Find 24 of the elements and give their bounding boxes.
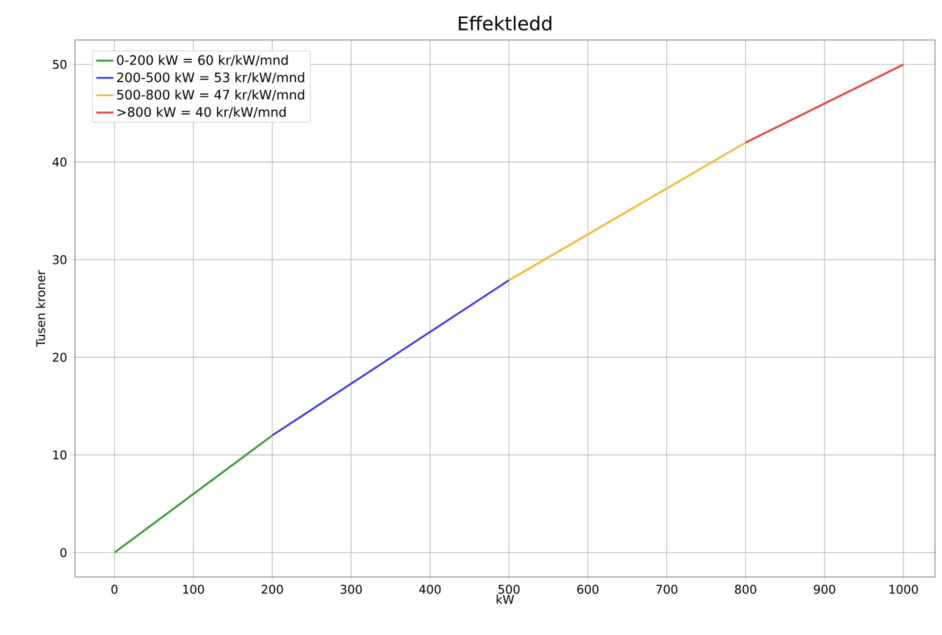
chart-title: Effektledd xyxy=(458,16,552,30)
legend-label: 500-800 kW = 47 kr/kW/mnd xyxy=(117,90,304,101)
y-tick-label: 30 xyxy=(52,255,66,264)
y-axis-title: Tusen kroner xyxy=(36,270,46,347)
x-axis-title: kW xyxy=(496,594,514,604)
x-tick-label: 0 xyxy=(111,584,118,594)
y-tick-label: 0 xyxy=(60,548,66,558)
x-tick-label: 800 xyxy=(735,584,756,594)
x-tick-label: 300 xyxy=(340,584,362,594)
y-tick-label: 50 xyxy=(52,60,66,69)
x-tick-label: 500 xyxy=(498,584,520,594)
y-tick-label: 40 xyxy=(52,158,66,167)
legend-label: >800 kW = 40 kr/kW/mnd xyxy=(118,106,286,118)
x-tick-label: 400 xyxy=(419,584,441,594)
x-tick-label: 600 xyxy=(577,584,598,594)
legend-label: 200-500 kW = 53 kr/kW/mnd xyxy=(117,72,304,84)
y-tick-label: 20 xyxy=(52,352,66,362)
y-tick-label: 10 xyxy=(53,450,66,460)
x-tick-label: 700 xyxy=(656,584,678,594)
x-tick-label: 1000 xyxy=(890,584,918,594)
legend-label: 0-200 kW = 60 kr/kW/mnd xyxy=(117,54,288,66)
x-tick-label: 900 xyxy=(814,584,836,594)
x-tick-label: 100 xyxy=(183,584,204,594)
x-tick-label: 200 xyxy=(262,584,283,594)
